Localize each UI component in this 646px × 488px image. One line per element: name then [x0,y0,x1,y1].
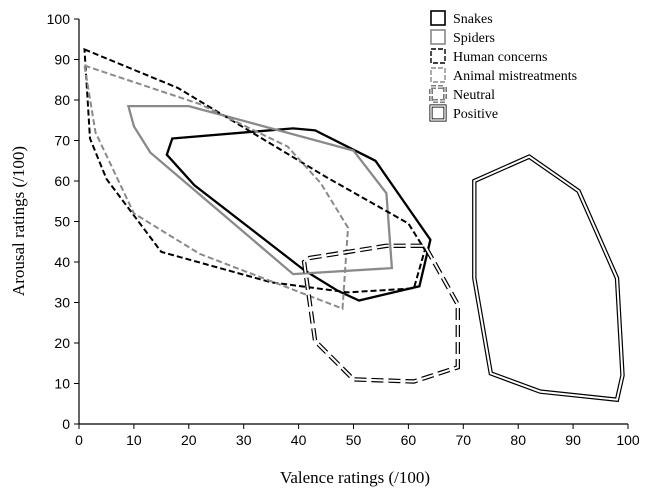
y-tick-label: 70 [54,133,70,149]
legend-label-positive: Positive [453,107,498,122]
y-tick-label: 30 [54,295,70,311]
x-tick-label: 90 [565,432,581,448]
x-tick-label: 80 [510,432,526,448]
legend-swatch-neutral [431,87,445,101]
legend-label-snakes: Snakes [453,12,493,27]
legend-swatch-human-concerns [431,49,445,63]
y-ticks: 0 10 20 30 40 50 60 70 80 90 100 [47,11,79,432]
y-tick-label: 10 [54,376,70,392]
x-tick-label: 50 [346,432,362,448]
x-ticks: 0 10 20 30 40 50 60 70 80 90 100 [75,424,640,448]
x-tick-label: 60 [401,432,417,448]
y-tick-label: 90 [54,52,70,68]
legend-item-human-concerns: Human concerns [431,49,547,65]
series-neutral [304,246,458,382]
x-tick-label: 30 [236,432,252,448]
legend-label-neutral: Neutral [453,88,495,103]
y-tick-label: 100 [47,11,71,27]
y-tick-label: 60 [54,173,70,189]
y-tick-label: 80 [54,92,70,108]
series-human-concerns [85,49,425,292]
y-tick-label: 0 [62,416,70,432]
series-positive [474,157,622,400]
series-layer [85,49,623,399]
legend-item-neutral: Neutral [431,87,495,103]
legend: Snakes Spiders Human concerns Animal mistre… [431,11,577,122]
legend-label-animal-mistreatments: Animal mistreatments [453,69,577,84]
legend-item-spiders: Spiders [431,30,495,46]
y-tick-label: 50 [54,214,70,230]
legend-label-spiders: Spiders [453,31,495,46]
x-tick-label: 0 [75,432,83,448]
series-neutral-outline [304,246,458,382]
legend-swatch-positive [431,106,445,120]
series-human-concerns-outline [85,49,425,292]
x-tick-label: 70 [456,432,472,448]
x-tick-label: 20 [181,432,197,448]
series-positive-outline [474,157,622,400]
x-tick-label: 100 [616,432,640,448]
y-tick-label: 20 [54,335,70,351]
legend-swatch-snakes [431,11,445,25]
legend-swatch-animal-mistreatments [431,68,445,82]
x-axis-label: Valence ratings (/100) [280,468,430,487]
y-axis-label: Arousal ratings (/100) [9,146,28,296]
x-tick-label: 10 [126,432,142,448]
legend-item-animal-mistreatments: Animal mistreatments [431,68,577,84]
legend-swatch-spiders [431,30,445,44]
y-tick-label: 40 [54,254,70,270]
series-positive-outline-inner [474,157,622,400]
x-tick-label: 40 [291,432,307,448]
legend-item-snakes: Snakes [431,11,493,27]
legend-item-positive: Positive [431,106,498,122]
legend-label-human-concerns: Human concerns [453,50,547,65]
